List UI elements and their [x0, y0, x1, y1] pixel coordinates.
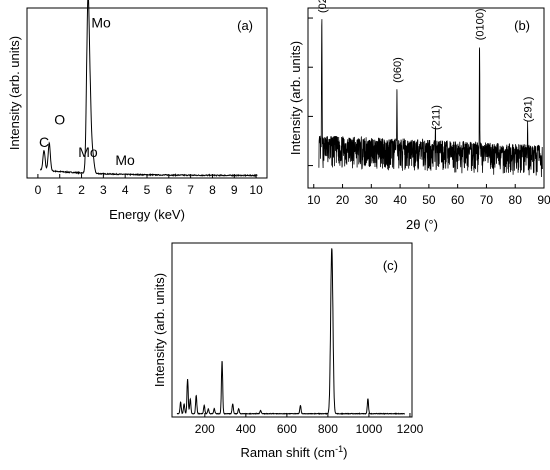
- peak-label-b-2: (211): [430, 105, 442, 130]
- y-axis-label-a: Intensity (arb. units): [7, 36, 22, 150]
- x-a-tick-label-10: 10: [249, 183, 263, 197]
- x-ticks-b: 10 20 30 40 50 60 70 80 90: [307, 184, 550, 207]
- x-a-tick-label-0: 0: [35, 183, 42, 197]
- plot-frame-a: [26, 7, 268, 179]
- x-a-tick-label-6: 6: [165, 183, 172, 197]
- x-b-tick-label-8: 90: [537, 193, 550, 207]
- x-b-tick-label-2: 30: [365, 193, 379, 207]
- series-line-a: [40, 0, 258, 178]
- x-b-tick-label-0: 10: [307, 193, 321, 207]
- panel-b: 10 20 30 40 50 60 70 80 90 (020) (060) (211) (0100)…: [288, 0, 550, 232]
- x-a-tick-label-8: 8: [209, 183, 216, 197]
- peak-label-b-4: (291): [523, 97, 535, 123]
- y-axis-label-b: Intensity (arb. units): [288, 41, 303, 155]
- panel-a: 0 1 2 3 4 5 6 7 8 9 10 CO Mo Mo Mo (a) Energy (keV) I…: [7, 0, 268, 222]
- x-a-tick-label-4: 4: [122, 183, 129, 197]
- x-c-tick-label-2: 600: [277, 422, 297, 436]
- x-axis-label-b: 2θ (°): [406, 217, 438, 232]
- x-axis-label-a: Energy (keV): [109, 207, 185, 222]
- series-line-c: [176, 248, 406, 416]
- plot-frame-b: [307, 7, 545, 189]
- peak-label-a-3: Mo: [78, 144, 98, 160]
- x-ticks-c: 200 400 600 800 1000 1200: [195, 413, 424, 436]
- peak-label-a-1: O: [54, 112, 65, 128]
- x-b-tick-label-6: 70: [480, 193, 494, 207]
- peak-label-a-4: Mo: [115, 152, 135, 168]
- x-c-tick-label-0: 200: [195, 422, 215, 436]
- panel-c: 200 400 600 800 1000 1200 (c) Raman shift (cm…: [152, 242, 424, 460]
- x-axis-label-c: Raman shift (cm-1): [241, 444, 348, 460]
- peak-label-a-2: Mo: [91, 14, 111, 30]
- x-c-tick-label-5: 1200: [397, 422, 424, 436]
- peak-labels-a: CO Mo Mo Mo: [39, 14, 135, 168]
- panel-label-a: (a): [237, 18, 253, 33]
- x-a-tick-label-1: 1: [56, 183, 63, 197]
- x-ticks-a: 0 1 2 3 4 5 6 7 8 9 10: [35, 174, 263, 197]
- x-c-tick-label-3: 800: [318, 422, 338, 436]
- peak-labels-b: (020) (060) (211) (0100) (291): [317, 0, 535, 130]
- peak-label-b-1: (060): [392, 57, 404, 83]
- y-log-ticks-b: [308, 17, 313, 167]
- series-line-b: [318, 19, 543, 178]
- peak-label-b-3: (0100): [475, 8, 487, 40]
- x-a-tick-label-5: 5: [144, 183, 151, 197]
- x-b-tick-label-3: 40: [393, 193, 407, 207]
- x-c-tick-label-1: 400: [236, 422, 256, 436]
- panel-label-c: (c): [383, 258, 398, 273]
- x-a-tick-label-7: 7: [187, 183, 194, 197]
- plot-frame-c: [171, 242, 413, 418]
- y-axis-label-c: Intensity (arb. units): [152, 273, 167, 387]
- panel-label-b: (b): [514, 18, 530, 33]
- peak-label-a-0: C: [39, 134, 49, 150]
- x-b-tick-label-1: 20: [336, 193, 350, 207]
- x-a-tick-label-2: 2: [78, 183, 85, 197]
- peak-label-b-0: (020): [317, 0, 329, 13]
- x-c-tick-label-4: 1000: [356, 422, 383, 436]
- x-a-tick-label-9: 9: [231, 183, 238, 197]
- x-a-tick-label-3: 3: [100, 183, 107, 197]
- x-b-tick-label-7: 80: [509, 193, 523, 207]
- x-b-tick-label-5: 60: [451, 193, 465, 207]
- x-b-tick-label-4: 50: [422, 193, 436, 207]
